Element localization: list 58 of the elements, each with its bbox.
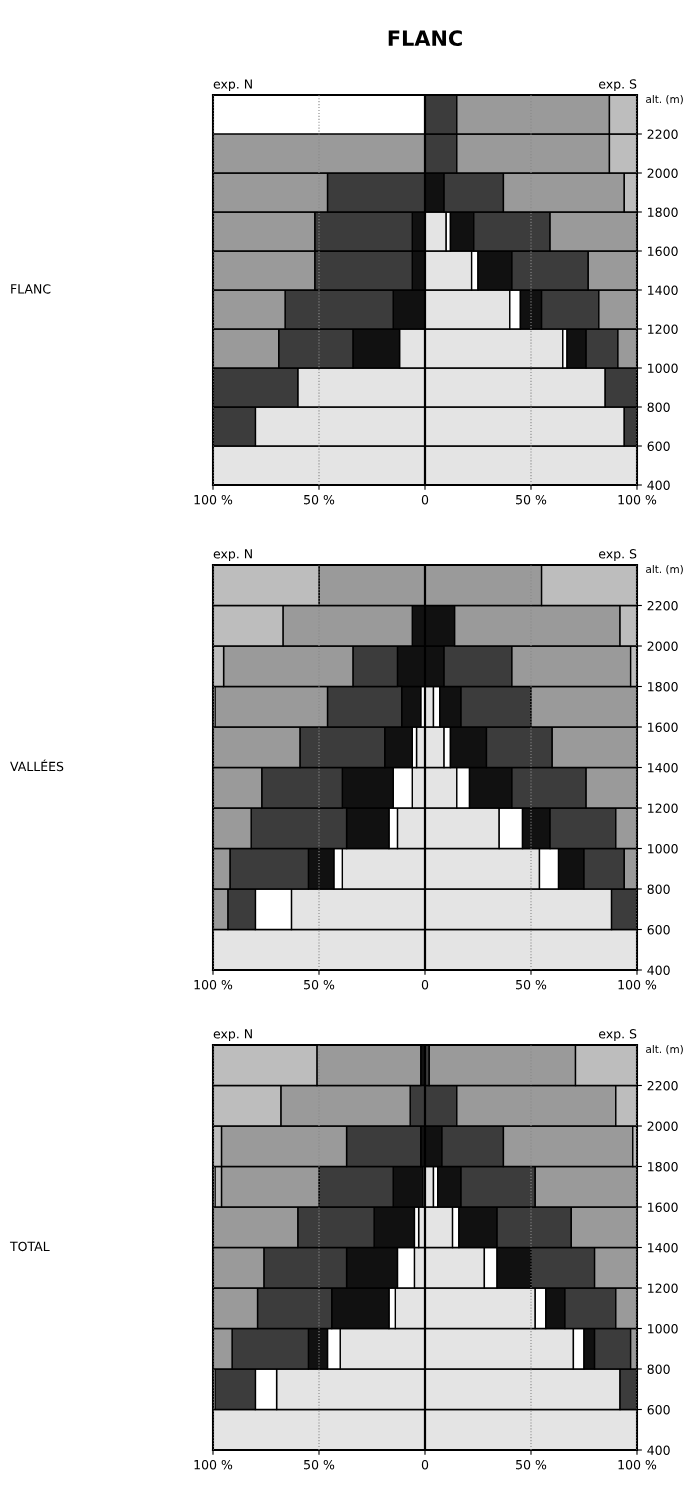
y-tick-label: 2000: [647, 1121, 678, 1131]
y-tick-label: 2000: [647, 641, 678, 651]
y-tick-label: 800: [647, 402, 670, 412]
y-tick-label: 2200: [647, 129, 678, 139]
text: exp. S: [599, 549, 637, 561]
y-tick-label: 400: [647, 965, 670, 975]
y-tick-label: 1400: [648, 1242, 678, 1253]
y-tick-label: 1200: [648, 1283, 678, 1293]
chart-title: FLANC: [388, 30, 462, 47]
y-tick-label: 1600: [648, 722, 678, 732]
y-tick-label: 1400: [648, 285, 678, 295]
x-tick-label: 50 %: [304, 979, 335, 990]
y-axis-title: VALLÉES: [10, 759, 64, 772]
y-tick-label: 400: [647, 1445, 670, 1455]
y-tick-label: 600: [647, 924, 670, 935]
y-tick-label: 1000: [648, 363, 678, 373]
y-tick-label: 1800: [648, 1161, 678, 1172]
x-tick-label: 0: [421, 979, 429, 990]
x-tick-label: 100 %: [194, 979, 233, 990]
x-tick-label: 0: [421, 494, 429, 505]
x-tick-label: 100 %: [194, 494, 233, 505]
text: alt. (m): [646, 1045, 683, 1055]
x-tick-label: 50 %: [516, 494, 547, 505]
y-tick-label: 1800: [648, 681, 678, 692]
y-tick-label: 1600: [648, 1202, 678, 1212]
y-tick-label: 2200: [647, 600, 678, 611]
y-tick-label: 1800: [648, 207, 678, 217]
y-tick-label: 1200: [648, 324, 678, 334]
x-tick-label: 50 %: [516, 1459, 547, 1470]
y-tick-label: 2000: [647, 168, 678, 178]
y-axis-title: FLANC: [11, 284, 51, 294]
y-tick-label: 1000: [648, 1323, 678, 1334]
y-tick-label: 1600: [648, 246, 678, 256]
x-tick-label: 0: [421, 1459, 429, 1470]
y-tick-label: 400: [647, 480, 670, 490]
x-tick-label: 50 %: [304, 1459, 335, 1470]
text: exp. N: [213, 79, 252, 92]
text: exp. S: [599, 1029, 637, 1041]
text: exp. N: [213, 1029, 252, 1041]
x-tick-label: 100 %: [618, 494, 657, 505]
x-tick-label: 100 %: [194, 1459, 233, 1470]
y-tick-label: 600: [647, 1404, 670, 1415]
text: alt. (m): [646, 95, 683, 105]
text: exp. S: [599, 79, 637, 92]
y-tick-label: 1400: [648, 762, 678, 773]
y-tick-label: 800: [647, 884, 670, 894]
y-tick-label: 1000: [648, 843, 678, 854]
text: alt. (m): [646, 565, 683, 575]
text: exp. N: [213, 549, 252, 561]
y-tick-label: 1200: [648, 803, 678, 813]
x-tick-label: 50 %: [304, 494, 335, 505]
y-tick-label: 800: [647, 1364, 670, 1374]
x-tick-label: 50 %: [516, 979, 547, 990]
x-tick-label: 100 %: [618, 1459, 657, 1470]
y-tick-label: 2200: [647, 1080, 678, 1091]
x-tick-label: 100 %: [618, 979, 657, 990]
y-axis-title: TOTAL: [9, 1241, 50, 1252]
y-tick-label: 600: [647, 441, 670, 451]
